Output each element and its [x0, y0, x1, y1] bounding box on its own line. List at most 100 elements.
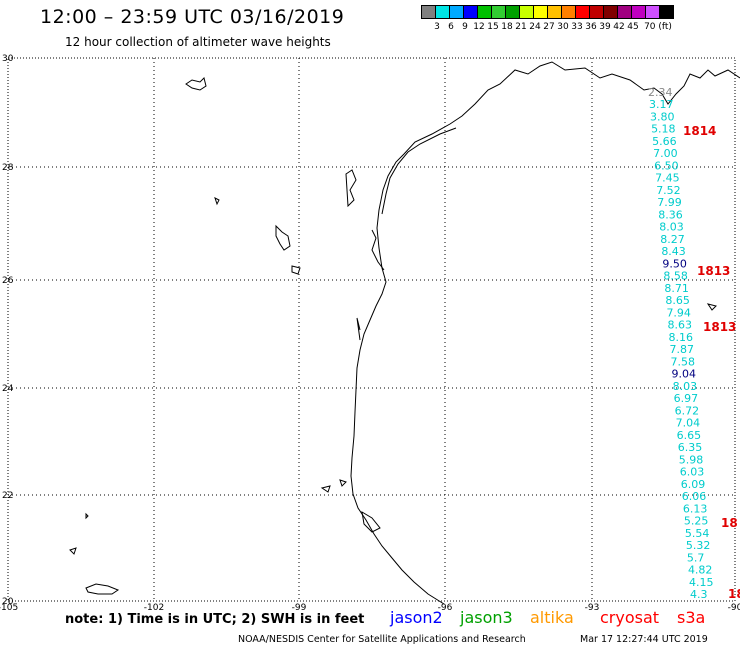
latitude-label: 26: [2, 276, 14, 286]
wave-height-value: 6.97: [674, 392, 699, 405]
island-5: [361, 511, 381, 533]
lagoon-shore: [356, 229, 385, 341]
wave-height-value: 5.98: [679, 453, 704, 466]
wave-height-value: 8.27: [660, 233, 685, 246]
color-scale-label: 6: [448, 22, 454, 32]
wave-height-value: 8.43: [661, 245, 686, 258]
island-3: [291, 265, 301, 275]
satellite-altika: altika: [530, 608, 574, 627]
wave-height-value: 5.25: [684, 515, 709, 528]
color-scale-label: 42: [613, 22, 625, 32]
color-scale-label: 24: [529, 22, 541, 32]
island-8: [85, 512, 89, 520]
wave-height-value: 8.16: [668, 331, 693, 344]
wave-height-value: 6.72: [675, 404, 700, 417]
island-4: [214, 197, 220, 206]
latitude-label: 22: [2, 491, 13, 501]
satellite-jason2: jason2: [390, 608, 443, 627]
island-10: [339, 479, 347, 487]
wave-height-value: 5.66: [652, 135, 677, 148]
wave-height-value: 7.94: [666, 306, 691, 319]
color-scale-label: 30: [557, 22, 569, 32]
wave-height-value: 9.50: [662, 257, 687, 270]
color-scale-label: 70 (ft): [644, 22, 672, 32]
color-scale-label: 33: [571, 22, 583, 32]
wave-height-value: 7.00: [653, 147, 678, 160]
wave-height-value: 6.13: [683, 502, 708, 515]
island-12: [706, 303, 717, 311]
credit-line: NOAA/NESDIS Center for Satellite Applica…: [238, 634, 526, 645]
island-2: [275, 224, 291, 251]
wave-height-value: 5.18: [651, 123, 676, 136]
color-scale-label: 21: [515, 22, 527, 32]
wave-height-value: 5.54: [685, 527, 710, 540]
satellite-s3a: s3a: [677, 608, 706, 627]
pass-time-label: 1813: [697, 264, 730, 278]
wave-height-value: 5.7: [687, 551, 705, 564]
wave-height-value: 4.82: [688, 564, 713, 577]
altimeter-track: 2.343.173.805.185.667.006.507.457.527.99…: [648, 86, 713, 601]
wave-height-value: 7.58: [671, 355, 696, 368]
wave-height-value: 6.03: [680, 466, 705, 479]
wave-height-value: 6.09: [681, 478, 706, 491]
island-9: [320, 485, 331, 493]
satellite-jason3: jason3: [460, 608, 513, 627]
island-6: [85, 583, 120, 595]
island-1: [185, 77, 207, 91]
wave-height-value: 7.87: [670, 343, 695, 356]
pass-time-label: 1814: [683, 124, 716, 138]
wave-height-value: 6.50: [654, 159, 679, 172]
wave-height-value: 3.17: [649, 98, 674, 111]
wave-height-value: 6.35: [678, 441, 703, 454]
color-scale-label: 15: [487, 22, 499, 32]
wave-height-value: 7.45: [655, 172, 680, 185]
pass-time-label: 18: [721, 516, 738, 530]
generated-timestamp: Mar 17 12:27:44 UTC 2019: [580, 634, 708, 645]
color-scale-label: 9: [462, 22, 468, 32]
wave-height-value: 6.65: [677, 429, 702, 442]
map-frame: [7, 57, 736, 602]
wave-height-value: 8.03: [673, 380, 698, 393]
wave-height-value: 8.71: [664, 282, 689, 295]
barrier-island: [381, 127, 457, 215]
longitude-label: -90: [728, 603, 740, 613]
wave-height-value: 2.34: [648, 86, 673, 99]
color-scale-legend: [421, 5, 674, 19]
map-title: 12:00 – 23:59 UTC 03/16/2019: [40, 6, 345, 28]
longitude-label: -105: [0, 603, 18, 613]
coastline: [69, 61, 740, 605]
island-7: [69, 547, 77, 555]
latitude-label: 28: [2, 163, 14, 173]
color-scale-label: 3: [434, 22, 440, 32]
wave-height-value: 9.04: [672, 368, 697, 381]
latitude-label: 30: [2, 54, 14, 64]
wave-height-value: 5.32: [686, 539, 711, 552]
pass-time-label: 1813: [703, 320, 736, 334]
wave-height-value: 6.06: [682, 490, 707, 503]
wave-height-value: 7.52: [656, 184, 681, 197]
longitude-label: -96: [438, 603, 453, 613]
wave-height-value: 8.58: [663, 270, 688, 283]
wave-height-value: 4.3: [690, 588, 708, 601]
color-scale-label: 27: [543, 22, 555, 32]
latitude-label: 20: [2, 597, 14, 607]
longitude-label: -102: [144, 603, 164, 613]
map-subtitle: 12 hour collection of altimeter wave hei…: [65, 35, 331, 49]
wave-height-value: 7.04: [676, 417, 701, 430]
latitude-label: 24: [2, 384, 14, 394]
units-note: note: 1) Time is in UTC; 2) SWH is in fe…: [65, 612, 365, 627]
longitude-label: -99: [292, 603, 307, 613]
gulf-coastline: [350, 61, 740, 605]
color-scale-label: 18: [501, 22, 513, 32]
color-scale-labels: 3 6 9 12 15 18 21 24 27 30 33 36 39 42 45 70 (ft): [422, 22, 740, 34]
wave-height-value: 4.15: [689, 576, 714, 589]
longitude-label: -93: [585, 603, 600, 613]
wave-height-value: 8.03: [659, 221, 684, 234]
color-scale-label: 36: [585, 22, 597, 32]
wave-height-value: 8.65: [665, 294, 690, 307]
wave-height-value: 8.63: [667, 319, 692, 332]
color-scale-label: 45: [627, 22, 639, 32]
wave-height-value: 7.99: [657, 196, 682, 209]
pass-time-label: 18: [728, 587, 740, 601]
color-scale-label: 39: [599, 22, 611, 32]
